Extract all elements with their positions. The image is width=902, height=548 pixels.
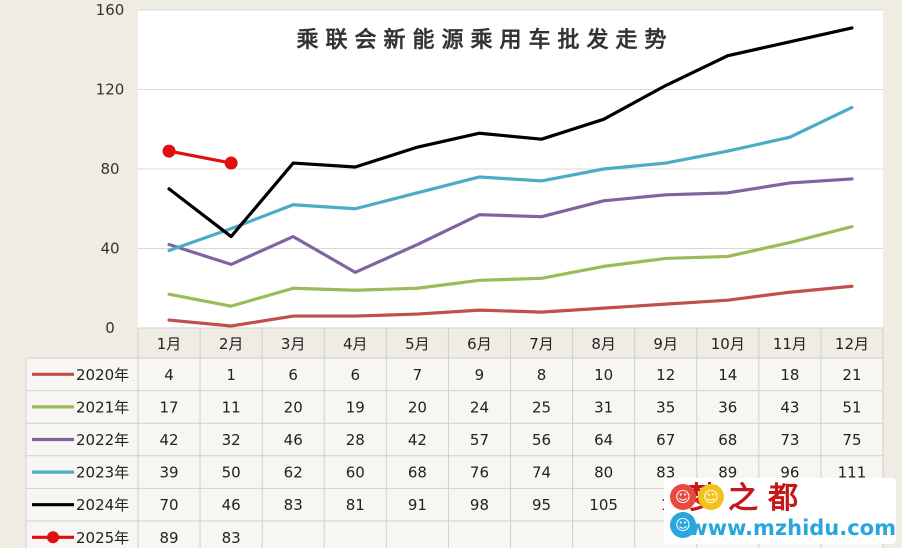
data-label: 42: [408, 431, 427, 449]
data-label: 12: [656, 366, 675, 384]
data-label: 89: [718, 464, 737, 482]
y-tick-label: 0: [105, 319, 115, 337]
data-label: 39: [159, 464, 178, 482]
data-label: 70: [159, 496, 178, 514]
data-label: 83: [284, 496, 303, 514]
y-tick-label: 120: [96, 81, 125, 99]
data-label: 6: [351, 366, 361, 384]
data-label: 43: [780, 398, 799, 416]
x-tick-label: 6月: [467, 335, 492, 353]
y-axis-ticks: 0 40 80 120 160: [96, 1, 125, 337]
data-label: 74: [532, 464, 551, 482]
x-tick-label: 1月: [157, 335, 182, 353]
data-label: 7: [413, 366, 423, 384]
data-label: 28: [346, 431, 365, 449]
data-label: 14: [718, 366, 737, 384]
smiley-faces-logo-icon: ☺ ☺ ☺: [668, 480, 724, 542]
data-label: 36: [718, 398, 737, 416]
x-tick-label: 12月: [835, 335, 869, 353]
data-label: 56: [532, 431, 551, 449]
x-tick-label: 9月: [653, 335, 678, 353]
y-tick-label: 40: [100, 240, 119, 258]
legend-marker: [47, 531, 59, 544]
data-label: 105: [589, 496, 618, 514]
data-label: 25: [532, 398, 551, 416]
data-label: 11: [222, 398, 241, 416]
series-lines: [162, 26, 854, 328]
chart-title: 乘联会新能源乘用车批发走势: [295, 27, 673, 53]
data-label: 42: [159, 431, 178, 449]
data-label: 51: [842, 398, 861, 416]
legend-label: 2020年: [76, 366, 129, 384]
x-tick-label: 8月: [591, 335, 616, 353]
data-label: 21: [842, 366, 861, 384]
data-label: 24: [470, 398, 489, 416]
x-tick-label: 4月: [343, 335, 368, 353]
legend-label: 2022年: [76, 431, 129, 449]
data-label: 96: [780, 464, 799, 482]
data-label: 98: [470, 496, 489, 514]
data-label: 68: [718, 431, 737, 449]
x-tick-label: 11月: [773, 335, 807, 353]
data-label: 8: [537, 366, 547, 384]
x-tick-label: 3月: [281, 335, 306, 353]
y-tick-label: 160: [96, 1, 125, 19]
data-label: 111: [838, 464, 867, 482]
legend-label: 2021年: [76, 398, 129, 416]
data-label: 10: [594, 366, 613, 384]
data-label: 35: [656, 398, 675, 416]
data-label: 83: [222, 529, 241, 547]
series-line: [167, 26, 854, 239]
legend-label: 2025年: [76, 529, 129, 547]
y-tick-label: 80: [100, 160, 119, 178]
data-label: 17: [159, 398, 178, 416]
x-tick-label: 10月: [711, 335, 745, 353]
data-label: 4: [164, 366, 174, 384]
data-label: 64: [594, 431, 613, 449]
data-label: 18: [780, 366, 799, 384]
data-label: 9: [475, 366, 485, 384]
series-point: [162, 144, 176, 158]
data-label: 60: [346, 464, 365, 482]
data-label: 91: [408, 496, 427, 514]
series-line: [167, 284, 854, 328]
data-label: 83: [656, 464, 675, 482]
data-label: 6: [288, 366, 298, 384]
series-line: [167, 225, 854, 308]
series-line: [167, 177, 854, 274]
data-label: 57: [470, 431, 489, 449]
data-label: 1: [226, 366, 236, 384]
series-point: [224, 156, 238, 170]
data-label: 76: [470, 464, 489, 482]
data-label: 67: [656, 431, 675, 449]
legend-label: 2024年: [76, 496, 129, 514]
watermark-url: www.mzhidu.com: [688, 516, 896, 540]
watermark-logo: ☺ ☺ ☺ 梦之都 www.mzhidu.com: [664, 478, 896, 544]
data-label: 89: [159, 529, 178, 547]
data-label: 75: [842, 431, 861, 449]
data-label: 32: [222, 431, 241, 449]
x-tick-label: 7月: [529, 335, 554, 353]
data-label: 81: [346, 496, 365, 514]
data-label: 68: [408, 464, 427, 482]
data-label: 46: [222, 496, 241, 514]
x-tick-label: 5月: [405, 335, 430, 353]
data-label: 80: [594, 464, 613, 482]
series-line: [167, 149, 233, 165]
data-label: 73: [780, 431, 799, 449]
data-label: 50: [222, 464, 241, 482]
data-label: 95: [532, 496, 551, 514]
data-label: 20: [408, 398, 427, 416]
data-label: 62: [284, 464, 303, 482]
data-label: 31: [594, 398, 613, 416]
x-tick-label: 2月: [219, 335, 244, 353]
data-label: 20: [284, 398, 303, 416]
data-label: 19: [346, 398, 365, 416]
series-line: [167, 105, 854, 253]
legend-label: 2023年: [76, 464, 129, 482]
data-label: 46: [284, 431, 303, 449]
